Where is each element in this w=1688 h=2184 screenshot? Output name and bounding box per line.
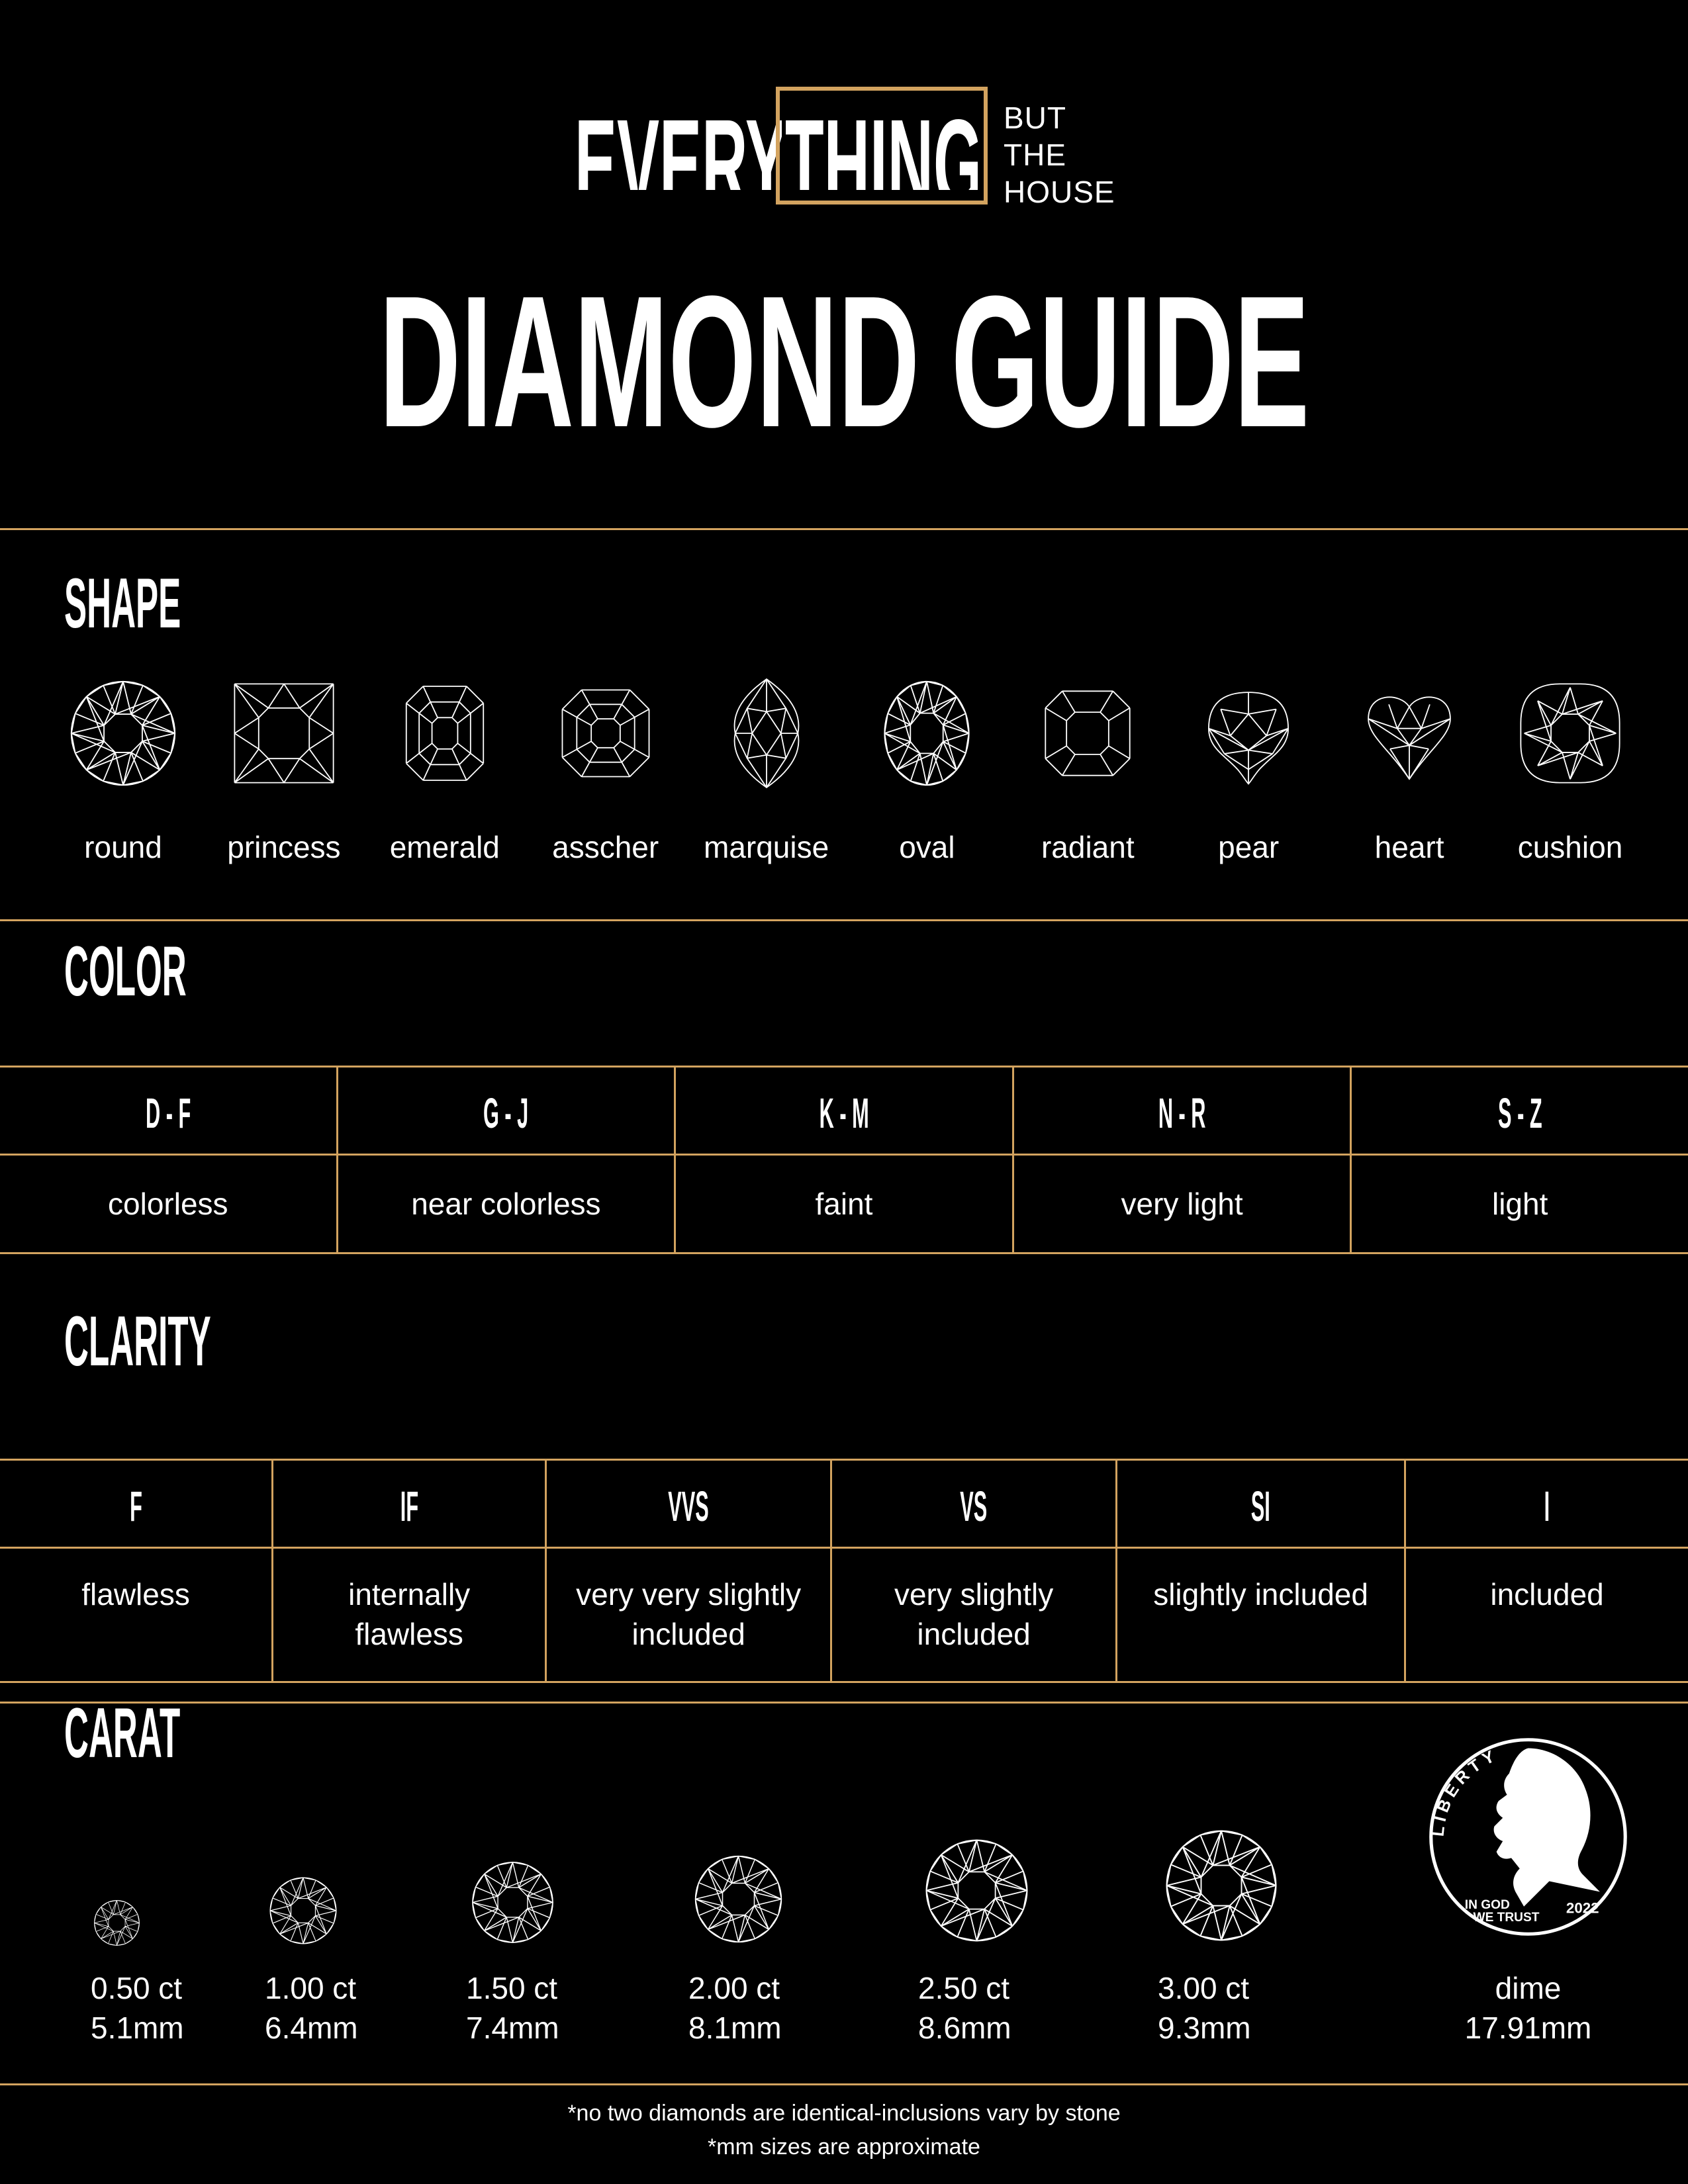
svg-text:2022: 2022: [1566, 1899, 1599, 1916]
svg-text:IN GOD: IN GOD: [1465, 1898, 1510, 1912]
svg-text:WE TRUST: WE TRUST: [1474, 1911, 1540, 1925]
svg-text:LIBERTY: LIBERTY: [1429, 1745, 1501, 1837]
